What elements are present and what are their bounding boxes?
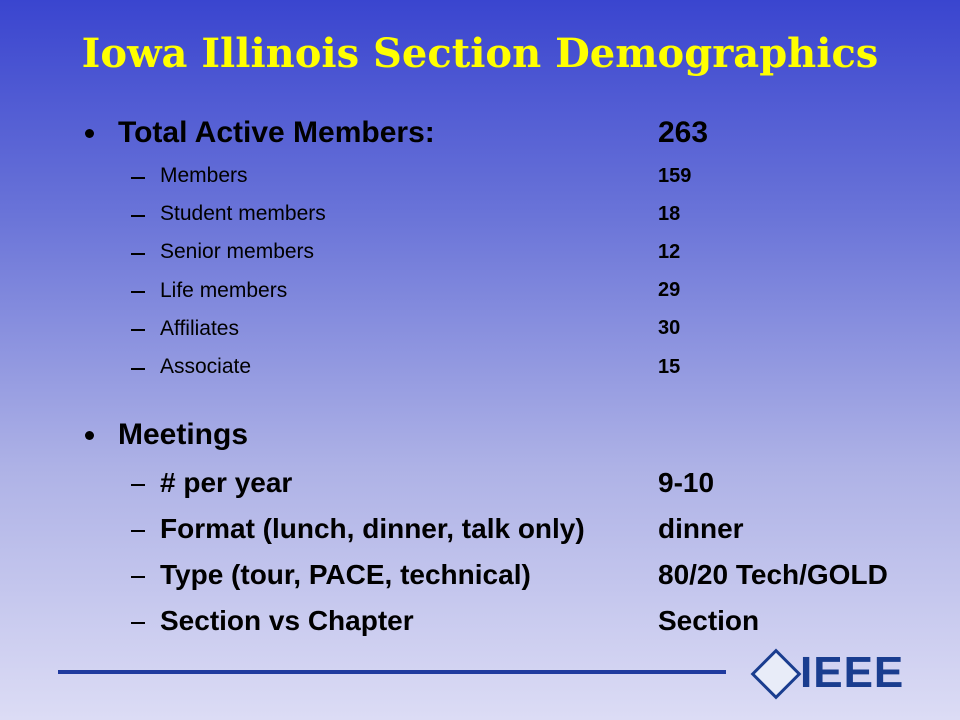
logo-mark <box>750 648 802 700</box>
item-label: Senior members <box>160 240 315 264</box>
dash <box>131 530 145 533</box>
item-value: 15 <box>658 355 681 378</box>
dash <box>131 622 145 625</box>
item-value: 159 <box>658 164 692 187</box>
item-value: dinner <box>658 513 744 544</box>
divider <box>58 670 726 674</box>
title: Iowa Illinois Section Demographics <box>81 30 879 77</box>
item-value: 12 <box>658 240 681 263</box>
item-label: # per year <box>160 467 293 498</box>
section-value: 263 <box>658 116 709 149</box>
item-label: Section vs Chapter <box>160 605 414 636</box>
dash <box>131 214 145 217</box>
logo-text: IEEE <box>800 648 905 697</box>
item-label: Format (lunch, dinner, talk only) <box>160 513 585 544</box>
dash <box>131 576 145 579</box>
dash <box>131 367 145 370</box>
item-label: Type (tour, PACE, technical) <box>160 559 531 590</box>
section-label: Meetings <box>118 418 249 451</box>
item-label: Associate <box>160 355 252 378</box>
dash <box>131 252 145 255</box>
item-value: Section <box>658 605 760 636</box>
item-label: Life members <box>160 278 288 302</box>
dash <box>131 176 145 179</box>
dash <box>131 329 145 332</box>
item-label: Student members <box>160 202 326 226</box>
dash <box>131 291 145 294</box>
item-value: 80/20 Tech/GOLD <box>658 559 888 590</box>
item-label: Members <box>160 164 248 187</box>
item-value: 29 <box>658 279 681 302</box>
item-value: 18 <box>658 202 681 225</box>
section-label: Total Active Members: <box>118 116 435 149</box>
bullet <box>85 129 94 138</box>
item-value: 9-10 <box>658 467 715 498</box>
item-label: Affiliates <box>160 316 239 340</box>
dash <box>131 484 145 487</box>
item-value: 30 <box>658 317 681 340</box>
bullet <box>85 431 94 440</box>
